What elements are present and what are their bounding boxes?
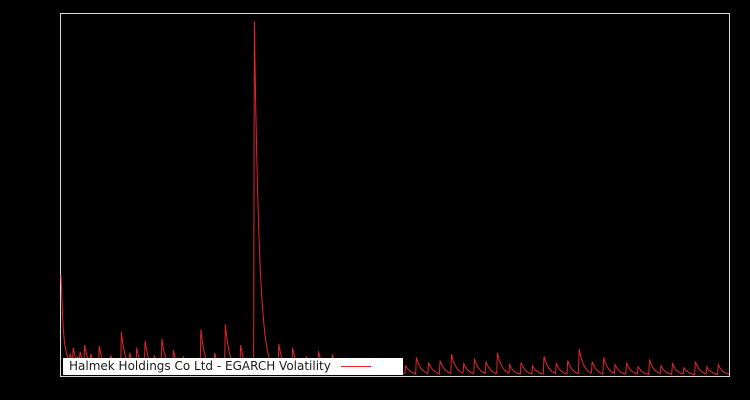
legend-label: Halmek Holdings Co Ltd - EGARCH Volatili… [69, 359, 331, 373]
plot-frame [60, 13, 730, 377]
legend: Halmek Holdings Co Ltd - EGARCH Volatili… [63, 358, 403, 375]
legend-line-sample [340, 366, 371, 367]
